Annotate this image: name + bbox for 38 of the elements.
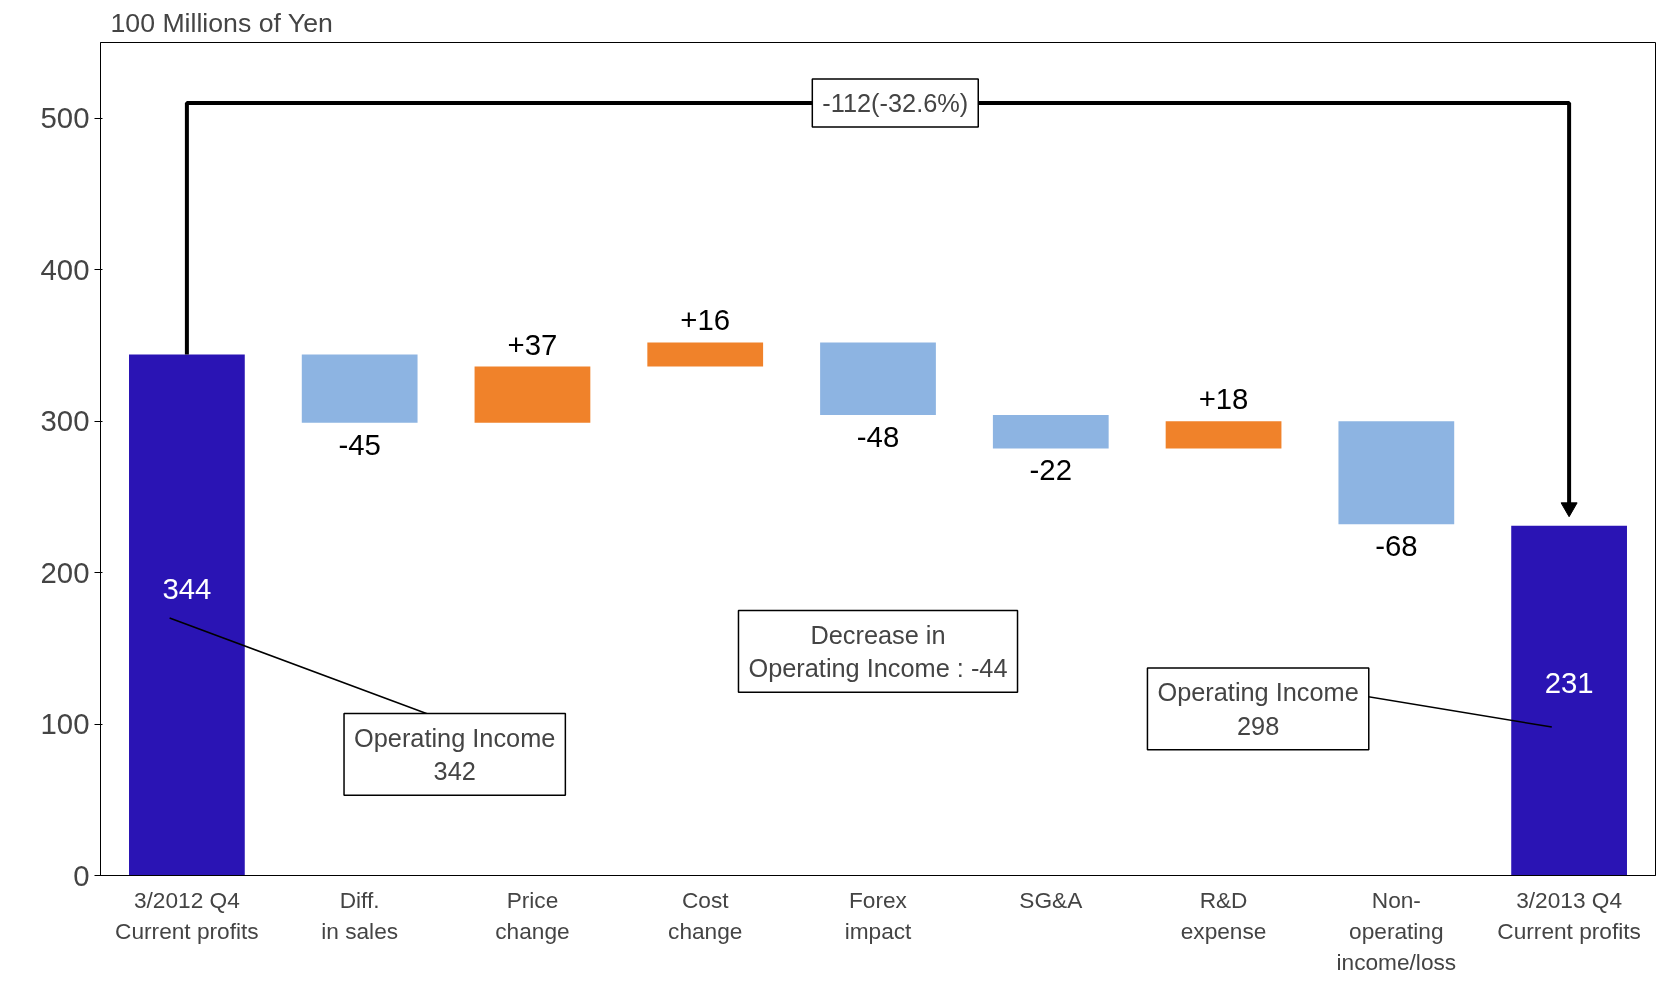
y-tick-label: 500 (40, 101, 90, 135)
bar (301, 354, 418, 423)
annotation: -112(-32.6%) (822, 89, 969, 118)
x-tick-label: R&D expense (1180, 886, 1267, 944)
bar (474, 366, 591, 423)
x-tick-label: Cost change (668, 886, 743, 944)
y-tick-label: 100 (40, 707, 90, 741)
data-label: -22 (1029, 453, 1072, 487)
y-tick-label: 400 (40, 252, 90, 286)
data-label: -45 (338, 427, 381, 461)
annotation: Decrease in Operating Income : -44 (748, 620, 1008, 683)
x-tick-label: SG&A (1019, 886, 1084, 913)
x-tick-label: 3/2013 Q4 Current profits (1497, 886, 1641, 944)
x-tick-label: 3/2012 Q4 Current profits (115, 886, 259, 944)
x-tick-label: Non- operating income/loss (1336, 886, 1457, 975)
annotation: Operating Income 298 (1157, 678, 1359, 740)
data-label: +18 (1198, 382, 1249, 416)
bar (129, 354, 245, 876)
bar (1165, 421, 1282, 449)
annotation: Operating Income 342 (354, 723, 556, 786)
data-label: 231 (1544, 666, 1594, 700)
data-label: -48 (856, 420, 900, 454)
y-tick-label: 200 (40, 555, 90, 589)
x-tick-label: Diff. in sales (321, 886, 399, 944)
y-axis-title: 100 Millions of Yen (110, 7, 333, 38)
y-tick-label: 300 (40, 404, 90, 438)
bar (1511, 525, 1627, 876)
data-label: +16 (680, 303, 731, 337)
bar (1338, 421, 1455, 525)
bar (820, 342, 936, 416)
y-tick-label: 0 (73, 858, 90, 892)
x-tick-label: Price change (495, 886, 570, 944)
bar (992, 415, 1109, 449)
bar (647, 342, 764, 367)
x-tick-label: Forex impact (844, 886, 913, 944)
data-label: -68 (1375, 529, 1418, 563)
data-label: 344 (162, 571, 212, 605)
data-label: +37 (507, 327, 558, 361)
